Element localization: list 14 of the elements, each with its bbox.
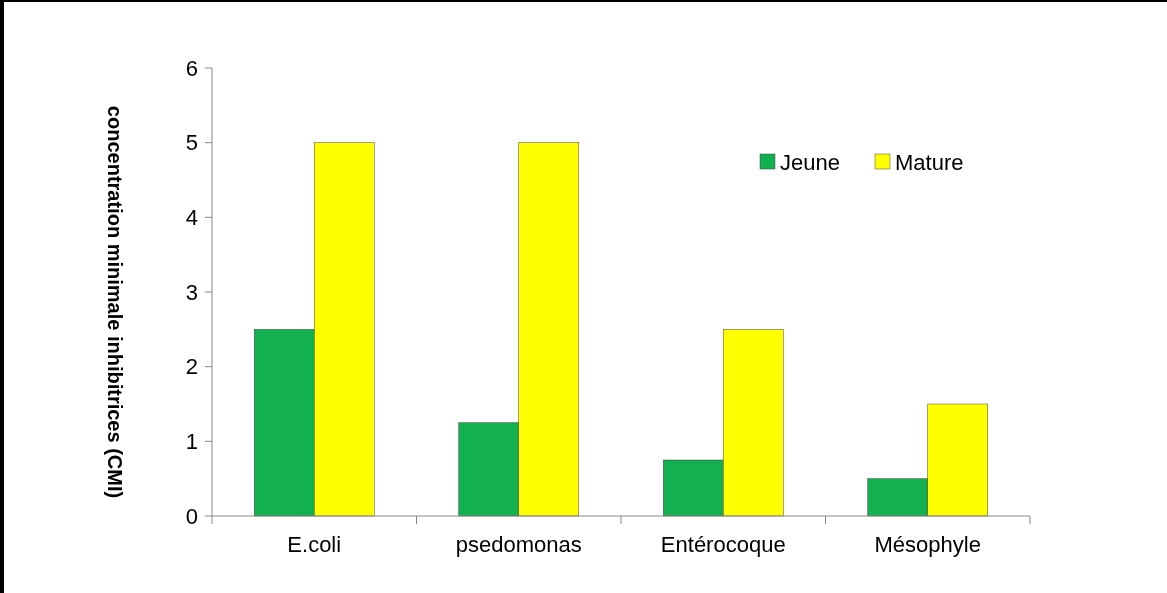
x-tick-label: Mésophyle (874, 532, 981, 557)
x-tick-label: Entérocoque (660, 532, 786, 557)
y-axis-title: concentration minimale inhibitrices (CMI) (104, 105, 126, 499)
y-tick-label: 2 (185, 354, 198, 380)
legend-label: Jeune (780, 149, 840, 175)
y-tick-label: 5 (185, 130, 198, 156)
y-tick-label: 6 (185, 55, 198, 81)
x-tick-label: E.coli (287, 532, 342, 557)
x-tick-label: psedomonas (455, 532, 582, 557)
y-tick-label: 4 (185, 205, 198, 231)
y-tick-label: 3 (185, 279, 198, 305)
y-tick-label: 0 (185, 503, 198, 529)
legend-label: Mature (895, 149, 964, 175)
y-tick-label: 1 (185, 429, 198, 455)
